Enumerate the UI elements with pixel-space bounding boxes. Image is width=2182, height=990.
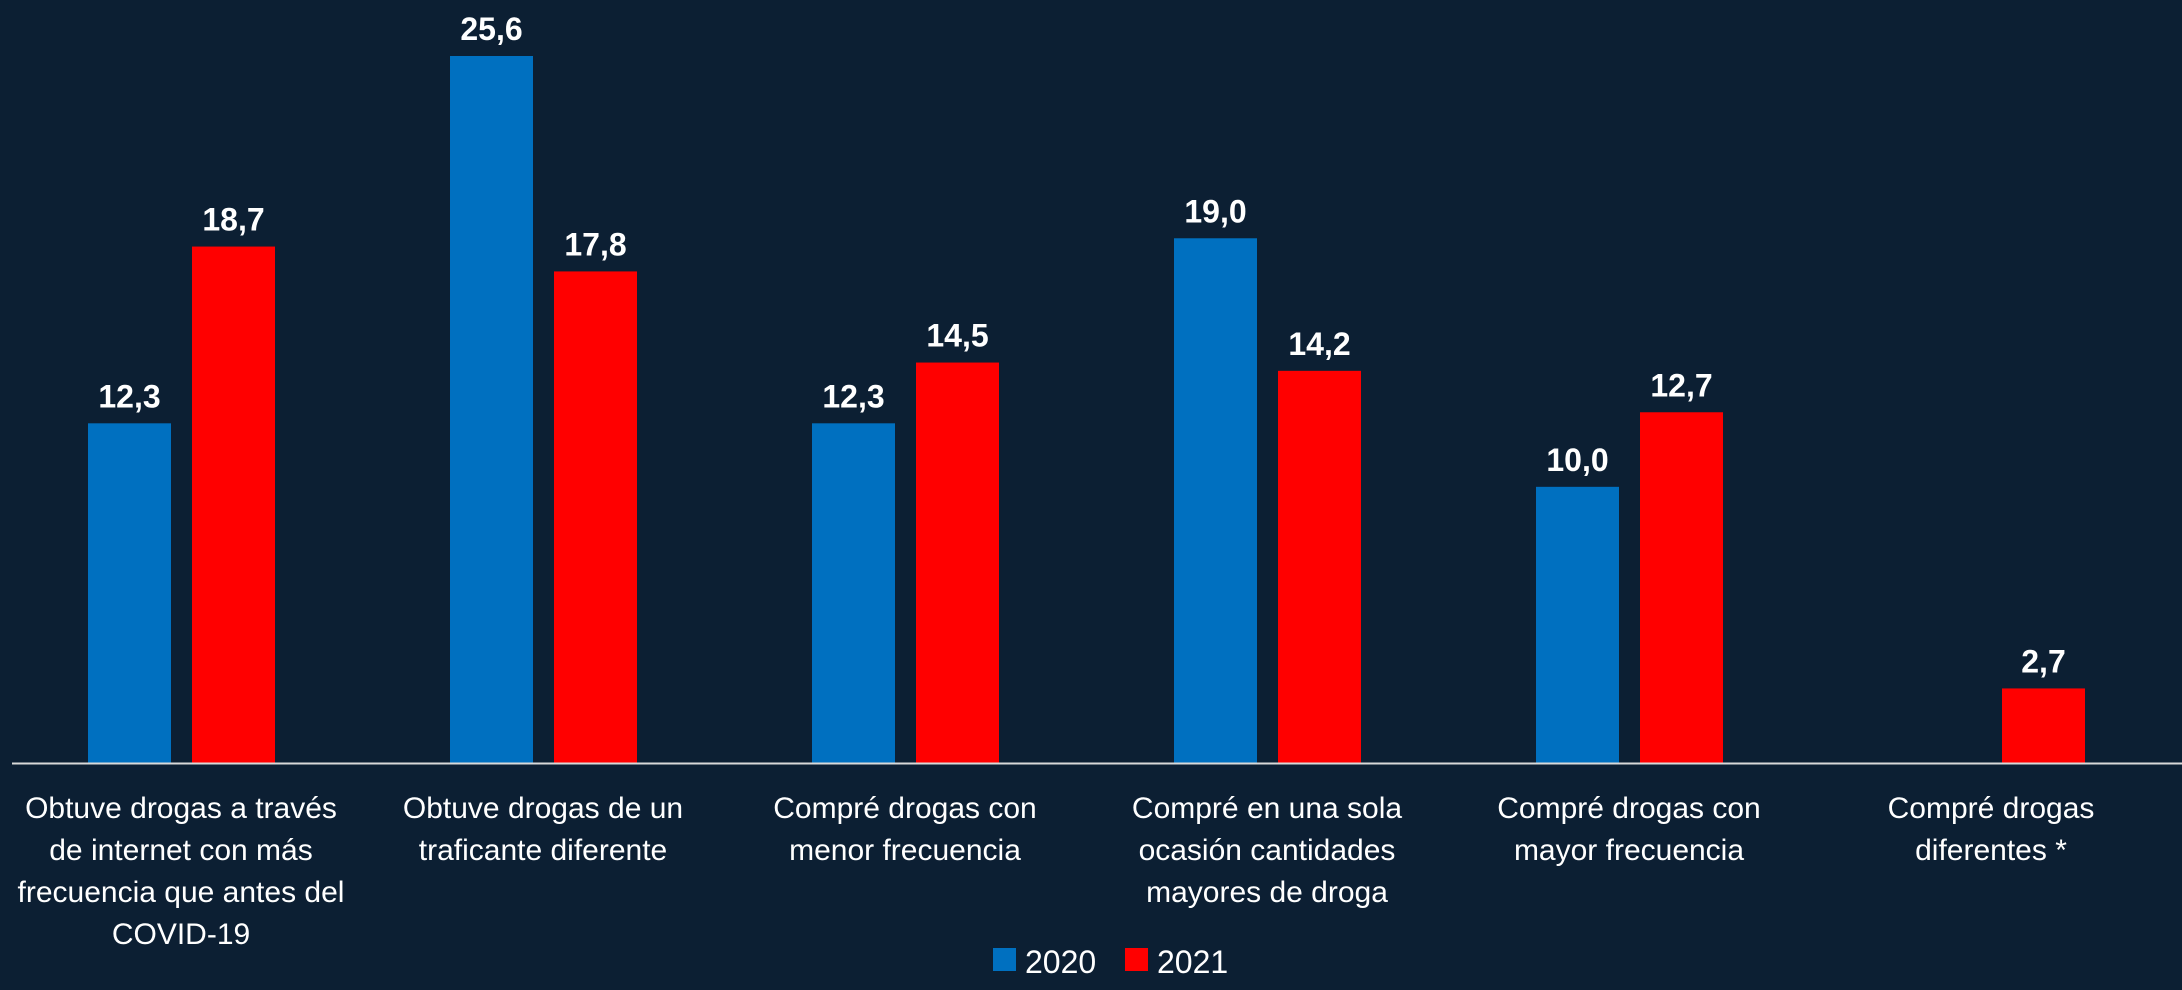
category-label-line: mayor frecuencia: [1514, 834, 1744, 867]
category-label-line: mayores de droga: [1146, 876, 1388, 909]
category-label-3: Compré drogas con menor frecuencia: [773, 792, 1036, 867]
category-label-line: frecuencia que antes del: [18, 876, 345, 909]
category-label-line: Obtuve drogas a través: [25, 792, 337, 825]
category-label-5: Compré drogas con mayor frecuencia: [1497, 792, 1760, 867]
bar-2021-6[interactable]: [2002, 688, 2085, 763]
bar-2021-1[interactable]: [192, 246, 275, 763]
bar-2021-5[interactable]: [1640, 412, 1723, 763]
bar-2020-5[interactable]: [1536, 486, 1619, 763]
data-label-2021-6: 2,7: [2021, 643, 2065, 679]
data-label-2020-4: 19,0: [1184, 193, 1246, 229]
category-label-6: Compré drogas diferentes *: [1888, 792, 2095, 867]
category-label-line: diferentes *: [1915, 834, 2067, 867]
bar-2021-2[interactable]: [554, 271, 637, 763]
bar-2020-4[interactable]: [1174, 238, 1257, 763]
category-label-line: traficante diferente: [419, 834, 667, 867]
category-label-line: Compré en una sola: [1132, 792, 1402, 825]
category-label-line: Compré drogas con: [1497, 792, 1760, 825]
bar-2020-2[interactable]: [450, 56, 533, 763]
category-label-2: Obtuve drogas de un traficante diferente: [403, 792, 683, 867]
data-label-2020-3: 12,3: [822, 378, 884, 414]
category-label-line: Obtuve drogas de un: [403, 792, 683, 825]
bar-2020-1[interactable]: [88, 423, 171, 763]
category-label-line: COVID-19: [112, 918, 250, 951]
legend-swatch-2021: [1125, 948, 1148, 971]
legend-swatch-2020: [993, 948, 1016, 971]
category-label-line: ocasión cantidades: [1139, 834, 1396, 867]
bar-2021-3[interactable]: [916, 362, 999, 763]
category-label-4: Compré en una sola ocasión cantidades mayo…: [1132, 792, 1402, 909]
data-label-2021-1: 18,7: [202, 202, 264, 238]
data-label-2020-2: 25,6: [460, 11, 522, 47]
legend-label-2021: 2021: [1157, 944, 1228, 980]
category-label-line: Compré drogas con: [773, 792, 1036, 825]
legend-item-2020[interactable]: 2020: [993, 944, 1096, 980]
data-label-2021-4: 14,2: [1288, 326, 1350, 362]
data-label-2021-2: 17,8: [564, 226, 626, 262]
category-label-1: Obtuve drogas a través de internet con má…: [18, 792, 345, 951]
legend-item-2021[interactable]: 2021: [1125, 944, 1228, 980]
data-label-2021-5: 12,7: [1650, 367, 1712, 403]
legend-label-2020: 2020: [1025, 944, 1096, 980]
data-label-2020-5: 10,0: [1546, 442, 1608, 478]
bar-2020-3[interactable]: [812, 423, 895, 763]
category-label-line: menor frecuencia: [789, 834, 1021, 867]
data-label-2021-3: 14,5: [926, 318, 988, 354]
category-label-line: de internet con más: [49, 834, 312, 867]
category-label-line: Compré drogas: [1888, 792, 2095, 825]
data-label-2020-1: 12,3: [98, 378, 160, 414]
bar-2021-4[interactable]: [1278, 370, 1361, 763]
